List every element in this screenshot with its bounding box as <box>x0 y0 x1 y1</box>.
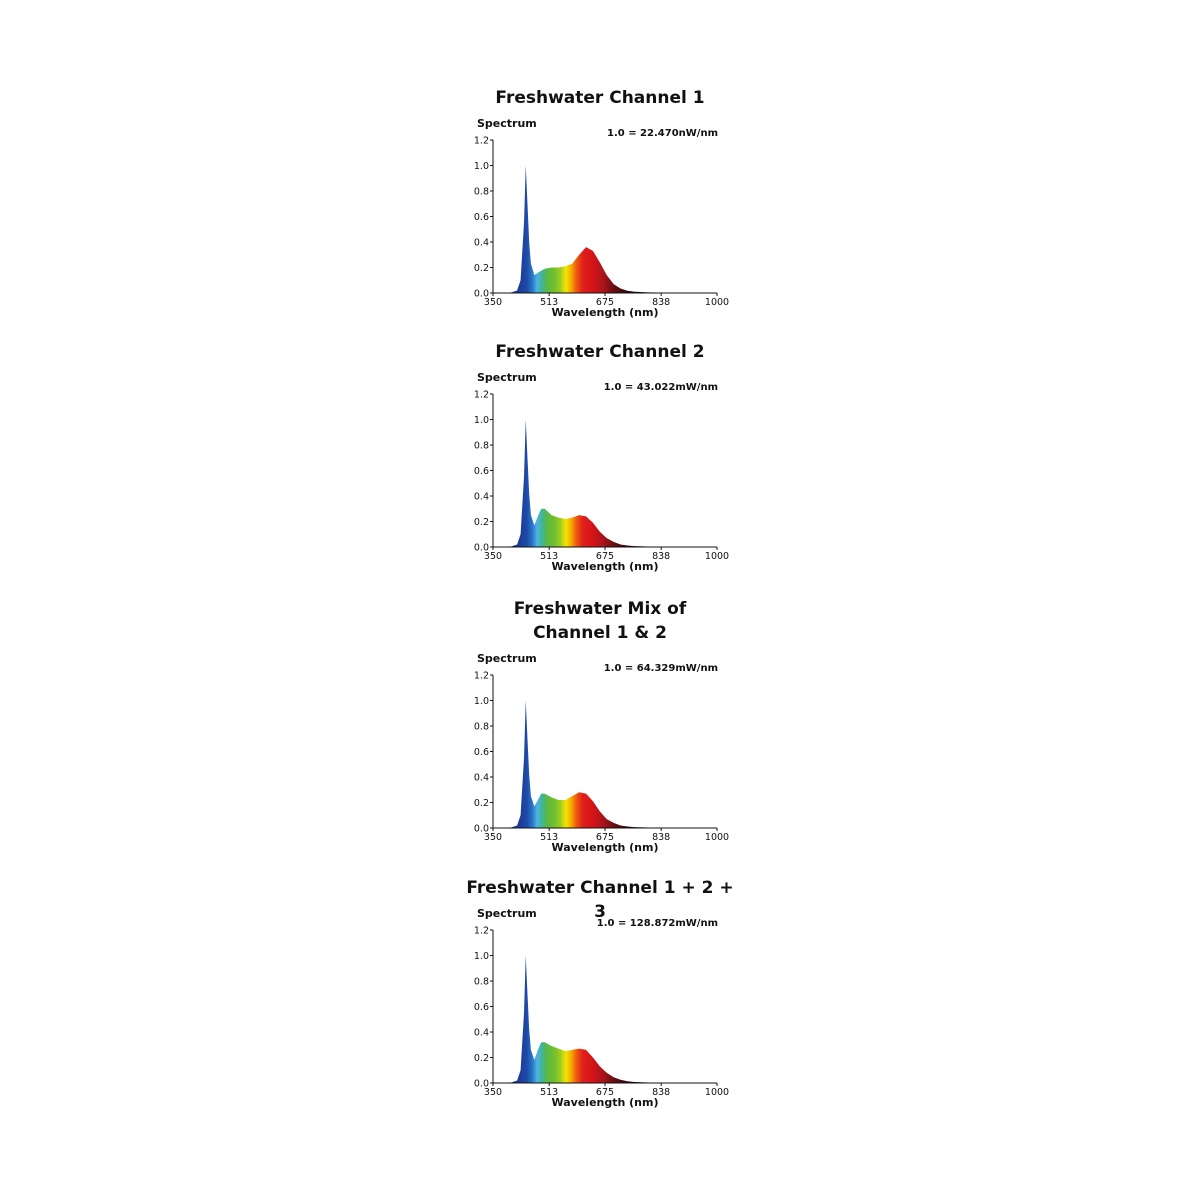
x-axis-label: Wavelength (nm) <box>552 306 659 319</box>
chart-title-line: Freshwater Channel 1 <box>495 88 705 108</box>
y-tick-label: 0.2 <box>474 517 489 528</box>
y-tick-label: 0.8 <box>474 722 489 733</box>
x-tick-label: 1000 <box>705 1087 729 1098</box>
y-tick-label: 0.8 <box>474 441 489 452</box>
y-tick-label: 0.6 <box>474 212 489 223</box>
y-tick-label: 0.4 <box>474 492 489 503</box>
spectrum-area <box>493 419 717 547</box>
x-tick-label: 1000 <box>705 832 729 843</box>
y-tick-label: 1.2 <box>474 926 489 937</box>
x-tick-label: 350 <box>484 832 502 843</box>
x-tick-label: 675 <box>596 832 614 843</box>
y-tick-label: 0.6 <box>474 747 489 758</box>
x-tick-label: 838 <box>652 551 670 562</box>
y-axis-label: Spectrum <box>477 117 537 130</box>
scale-note: 1.0 = 64.329mW/nm <box>604 663 718 674</box>
chart-title-line: Freshwater Mix of <box>513 599 687 619</box>
y-tick-label: 0.2 <box>474 798 489 809</box>
y-tick-label: 0.2 <box>474 263 489 274</box>
x-tick-label: 350 <box>484 297 502 308</box>
y-axis-label: Spectrum <box>477 371 537 384</box>
y-axis-label: Spectrum <box>477 907 537 920</box>
y-tick-label: 1.2 <box>474 390 489 401</box>
spectrum-area <box>493 165 717 293</box>
scale-note: 1.0 = 43.022mW/nm <box>604 382 718 393</box>
y-tick-label: 0.8 <box>474 977 489 988</box>
y-tick-label: 0.2 <box>474 1053 489 1064</box>
chart-title: Freshwater Mix of Channel 1 & 2 <box>460 597 740 645</box>
x-tick-label: 838 <box>652 1087 670 1098</box>
scale-note: 1.0 = 22.470nW/nm <box>607 128 718 139</box>
y-tick-label: 0.0 <box>474 1079 489 1090</box>
x-tick-label: 513 <box>540 1087 558 1098</box>
x-tick-label: 513 <box>540 297 558 308</box>
chart-title-line: Freshwater Channel 2 <box>495 342 705 362</box>
x-tick-label: 675 <box>596 297 614 308</box>
y-tick-label: 1.0 <box>474 951 489 962</box>
y-tick-label: 0.4 <box>474 1028 489 1039</box>
y-tick-label: 1.0 <box>474 696 489 707</box>
spectrum-area <box>493 700 717 828</box>
chart-title-line: Freshwater Channel 1 + 2 + 3 <box>466 878 734 922</box>
x-tick-label: 675 <box>596 551 614 562</box>
x-tick-label: 838 <box>652 297 670 308</box>
scale-note: 1.0 = 128.872mW/nm <box>597 918 718 929</box>
chart-title: Freshwater Channel 2 <box>460 340 740 364</box>
y-tick-label: 1.0 <box>474 415 489 426</box>
x-tick-label: 1000 <box>705 297 729 308</box>
x-tick-label: 350 <box>484 1087 502 1098</box>
y-tick-label: 1.0 <box>474 161 489 172</box>
y-tick-label: 0.0 <box>474 824 489 835</box>
x-tick-label: 675 <box>596 1087 614 1098</box>
x-tick-label: 1000 <box>705 551 729 562</box>
y-tick-label: 1.2 <box>474 136 489 147</box>
y-tick-label: 1.2 <box>474 671 489 682</box>
spectrum-area <box>493 955 717 1083</box>
x-axis-label: Wavelength (nm) <box>552 1096 659 1109</box>
y-tick-label: 0.0 <box>474 543 489 554</box>
x-tick-label: 513 <box>540 551 558 562</box>
x-tick-label: 350 <box>484 551 502 562</box>
y-tick-label: 0.6 <box>474 466 489 477</box>
y-tick-label: 0.4 <box>474 773 489 784</box>
x-axis-label: Wavelength (nm) <box>552 841 659 854</box>
y-axis-label: Spectrum <box>477 652 537 665</box>
x-axis-label: Wavelength (nm) <box>552 560 659 573</box>
chart-title: Freshwater Channel 1 + 2 + 3 <box>460 876 740 924</box>
y-tick-label: 0.4 <box>474 238 489 249</box>
y-tick-label: 0.8 <box>474 187 489 198</box>
y-tick-label: 0.6 <box>474 1002 489 1013</box>
y-tick-label: 0.0 <box>474 289 489 300</box>
x-tick-label: 838 <box>652 832 670 843</box>
x-tick-label: 513 <box>540 832 558 843</box>
chart-title-line: Channel 1 & 2 <box>533 623 667 643</box>
chart-title: Freshwater Channel 1 <box>460 86 740 110</box>
